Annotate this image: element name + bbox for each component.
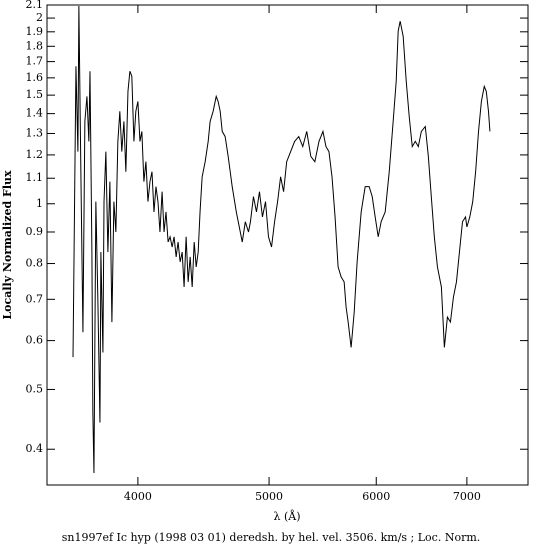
y-tick-label: 1 [36,197,43,210]
y-tick-label: 0.6 [26,334,44,347]
x-tick-label: 4000 [124,490,152,503]
y-tick-label: 1.2 [26,148,44,161]
spectrum-line [72,6,491,474]
y-tick-label: 2.1 [26,0,44,11]
y-tick-label: 0.5 [26,382,44,395]
y-tick-label: 1.6 [26,71,44,84]
y-tick-label: 0.9 [26,225,44,238]
y-tick-label: 0.4 [26,442,44,455]
x-tick-label: 7000 [453,490,481,503]
y-tick-label: 1.5 [26,88,44,101]
y-axis-label: Locally Normalized Flux [1,170,14,320]
y-tick-label: 1.1 [26,171,44,184]
y-tick-label: 1.8 [26,39,44,52]
y-tick-label: 1.3 [26,126,44,139]
y-tick-label: 1.4 [26,107,44,120]
plot-frame [46,4,529,486]
y-tick-label: 1.9 [26,25,44,38]
x-axis-label: λ (Å) [274,509,301,523]
y-tick-label: 0.7 [26,292,44,305]
x-tick-label: 5000 [255,490,283,503]
y-tick-label: 2 [36,11,43,24]
y-tick-label: 1.7 [26,55,44,68]
x-tick-label: 6000 [362,490,390,503]
caption: sn1997ef Ic hyp (1998 03 01) deredsh. by… [62,531,481,544]
y-tick-label: 0.8 [26,257,44,270]
